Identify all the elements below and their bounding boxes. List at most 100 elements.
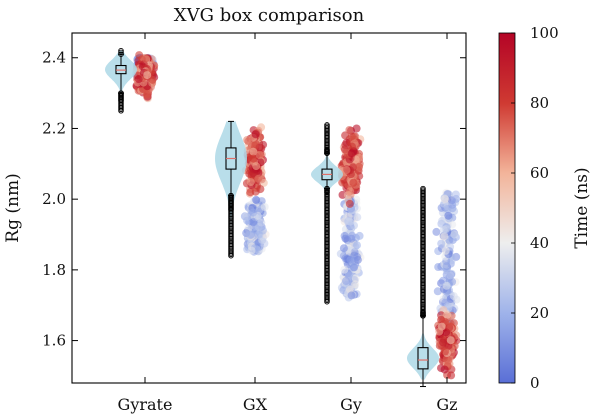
scatter-point <box>340 231 349 240</box>
scatter-point <box>351 280 360 289</box>
scatter-point <box>254 174 263 183</box>
scatter-point <box>349 178 358 187</box>
scatter-point <box>346 187 354 196</box>
scatter-point <box>353 213 362 222</box>
scatter-point <box>342 276 350 285</box>
scatter-point <box>353 252 362 261</box>
scatter-point <box>250 141 259 150</box>
colorbar-label: Time (ns) <box>572 167 592 248</box>
scatter-point <box>446 319 455 328</box>
scatter-point <box>348 142 356 151</box>
scatter-point <box>345 126 354 134</box>
scatter-point <box>353 241 361 250</box>
scatter-point <box>243 213 252 221</box>
scatter-point <box>446 271 455 280</box>
scatter-point <box>254 213 263 222</box>
scatter-point <box>141 54 150 63</box>
scatter-point <box>345 199 354 208</box>
scatter-point <box>134 75 143 84</box>
outlier-point <box>324 185 330 192</box>
scatter-point <box>249 169 258 178</box>
y-tick-label: 1.6 <box>42 332 66 350</box>
scatter-point <box>443 310 452 319</box>
y-tick-label: 2.0 <box>42 190 66 208</box>
scatter-point <box>249 208 258 217</box>
violin-gz <box>407 333 439 380</box>
scatter-point <box>244 137 253 146</box>
scatter-point <box>249 147 258 156</box>
scatter-point <box>449 292 458 301</box>
scatter-point <box>439 225 448 234</box>
y-axis: 1.6 1.8 2.0 2.2 2.4 <box>42 49 466 350</box>
scatter-point <box>260 239 269 248</box>
box-body <box>417 347 429 370</box>
scatter-point <box>355 162 363 171</box>
scatter-point <box>347 132 356 141</box>
box-gy <box>321 122 333 305</box>
scatter-point <box>440 195 449 203</box>
x-axis: Gyrate GX Gy Gz <box>118 33 458 414</box>
scatter-point <box>355 231 364 240</box>
scatter-gy <box>336 124 365 302</box>
scatter-point <box>437 239 446 248</box>
scatter-gyrate <box>131 51 159 103</box>
outlier-point <box>118 90 124 96</box>
scatter-point <box>347 291 356 300</box>
scatter-point <box>351 274 360 283</box>
scatter-point <box>440 232 449 241</box>
outlier-point <box>228 192 234 199</box>
scatter-point <box>148 75 157 84</box>
scatter-point <box>441 347 450 356</box>
box-layer <box>115 47 429 388</box>
scatter-point <box>246 178 255 187</box>
outlier-point <box>118 49 124 56</box>
scatter-point <box>255 151 264 159</box>
colorbar-tick-label: 60 <box>530 164 549 182</box>
scatter-point <box>346 217 354 226</box>
scatter-point <box>434 263 443 271</box>
colorbar-tick-label: 0 <box>530 374 540 392</box>
scatter-point <box>249 154 258 163</box>
scatter-gx <box>240 123 270 256</box>
outlier-point <box>324 122 330 128</box>
scatter-point <box>447 371 456 380</box>
violin-layer <box>105 50 439 380</box>
plot-frame <box>71 32 467 384</box>
outlier-point <box>324 187 330 194</box>
scatter-gz <box>432 188 461 380</box>
x-tick-label: GX <box>243 395 268 414</box>
outlier-point <box>118 51 124 57</box>
scatter-point <box>339 244 348 253</box>
scatter-point <box>260 203 269 211</box>
scatter-point <box>448 200 457 209</box>
scatter-point <box>252 162 261 171</box>
outlier-point <box>420 185 426 192</box>
y-tick-label: 2.4 <box>42 49 66 67</box>
scatter-point <box>444 211 453 220</box>
scatter-point <box>143 71 152 80</box>
scatter-point <box>446 336 455 345</box>
x-tick-label: Gy <box>340 395 362 414</box>
scatter-point <box>350 263 359 272</box>
y-tick-label: 2.2 <box>42 119 66 137</box>
y-axis-label: Rg (nm) <box>3 173 23 242</box>
scatter-layer <box>131 51 461 380</box>
scatter-point <box>259 178 268 187</box>
violin-gy <box>311 153 343 189</box>
outlier-point <box>118 47 124 54</box>
box-gx <box>225 120 237 259</box>
scatter-point <box>347 234 356 243</box>
scatter-point <box>251 130 260 139</box>
box-gyrate <box>115 47 127 114</box>
colorbar-gradient <box>498 32 516 384</box>
x-tick-label: Gyrate <box>118 395 173 414</box>
chart-title: XVG box comparison <box>174 5 365 26</box>
y-tick-label: 1.8 <box>42 261 66 279</box>
scatter-point <box>247 246 256 255</box>
scatter-point <box>450 230 459 239</box>
scatter-point <box>442 355 451 363</box>
scatter-point <box>342 166 351 174</box>
scatter-point <box>441 246 450 255</box>
